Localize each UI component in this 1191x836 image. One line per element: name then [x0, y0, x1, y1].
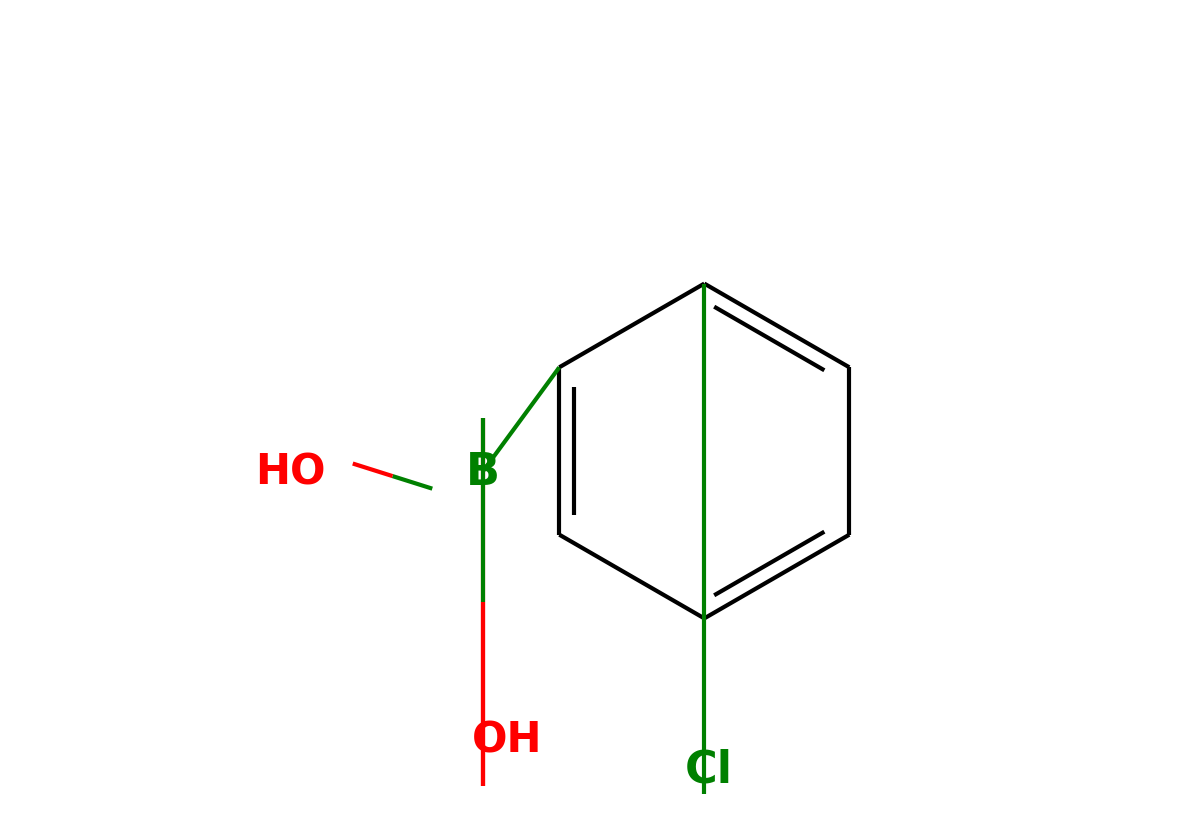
- Text: HO: HO: [255, 451, 325, 493]
- Text: B: B: [466, 451, 499, 494]
- Text: OH: OH: [473, 719, 543, 761]
- Text: Cl: Cl: [685, 747, 732, 791]
